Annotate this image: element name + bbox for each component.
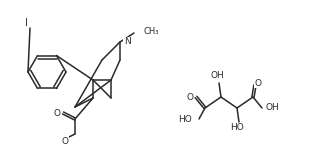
Text: OH: OH — [265, 103, 279, 112]
Text: N: N — [124, 37, 131, 46]
Text: I: I — [25, 18, 28, 28]
Text: O: O — [53, 109, 60, 117]
Text: HO: HO — [230, 124, 244, 132]
Text: CH₃: CH₃ — [144, 27, 159, 37]
Text: OH: OH — [210, 71, 224, 80]
Text: O: O — [255, 78, 262, 88]
Text: O: O — [187, 93, 194, 102]
Text: O: O — [61, 136, 68, 146]
Text: HO: HO — [178, 115, 192, 124]
